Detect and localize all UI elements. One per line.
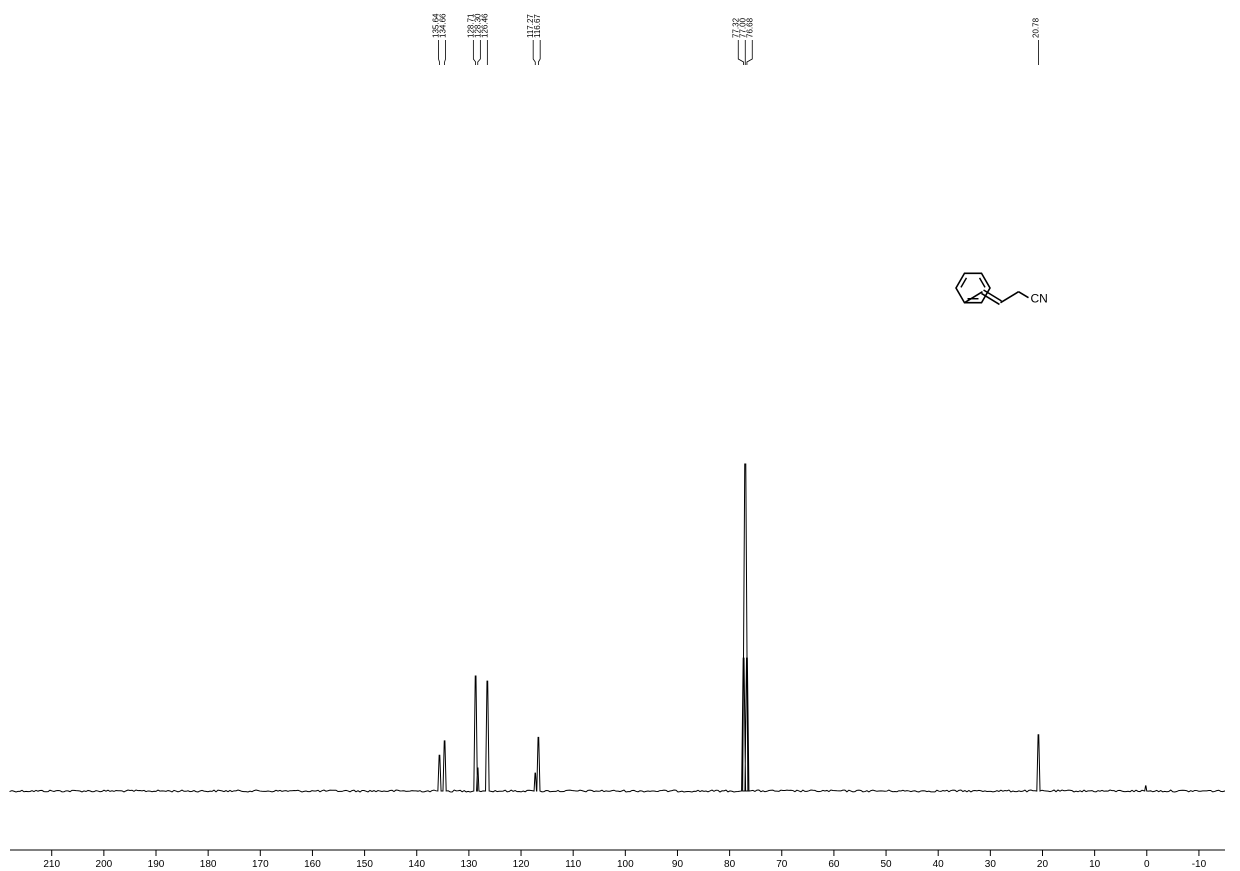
axis-tick-label: 40	[933, 859, 945, 870]
axis-tick-label: 170	[252, 859, 269, 870]
axis-tick-label: 0	[1144, 859, 1150, 870]
molecule-label-cn: CN	[1031, 292, 1048, 306]
molecule-structure: CN	[956, 273, 1048, 305]
axis-tick-label: 140	[408, 859, 425, 870]
axis-tick-label: 150	[356, 859, 373, 870]
axis-tick-label: 160	[304, 859, 321, 870]
axis-tick-label: 110	[565, 859, 581, 870]
axis-tick-label: 180	[200, 859, 217, 870]
axis-tick-label: 80	[724, 859, 736, 870]
axis-tick-label: 100	[617, 859, 634, 870]
nmr-spectrum: 2102001901801701601501401301201101009080…	[0, 0, 1240, 871]
axis-tick-label: 60	[828, 859, 840, 870]
peak-label: 116.67	[533, 14, 542, 38]
axis-tick-label: 190	[148, 859, 165, 870]
axis-tick-label: 50	[880, 859, 892, 870]
axis-tick-label: -10	[1192, 859, 1207, 870]
peak-label: 134.66	[439, 13, 448, 38]
peak-label: 76.68	[745, 17, 754, 38]
axis-tick-label: 70	[776, 859, 788, 870]
nmr-spectrum-container: { "spectrum": { "type": "line", "backgro…	[0, 0, 1240, 871]
axis-tick-label: 90	[672, 859, 684, 870]
axis-tick-label: 10	[1089, 859, 1101, 870]
axis-tick-label: 20	[1037, 859, 1049, 870]
axis-tick-label: 200	[96, 859, 113, 870]
peak-label: 20.78	[1031, 17, 1040, 38]
axis-tick-label: 130	[461, 859, 478, 870]
axis-tick-label: 210	[43, 859, 60, 870]
spectrum-trace	[10, 464, 1225, 792]
axis-tick-label: 120	[513, 859, 530, 870]
axis-tick-label: 30	[985, 859, 997, 870]
peak-label: 126.46	[480, 13, 489, 38]
